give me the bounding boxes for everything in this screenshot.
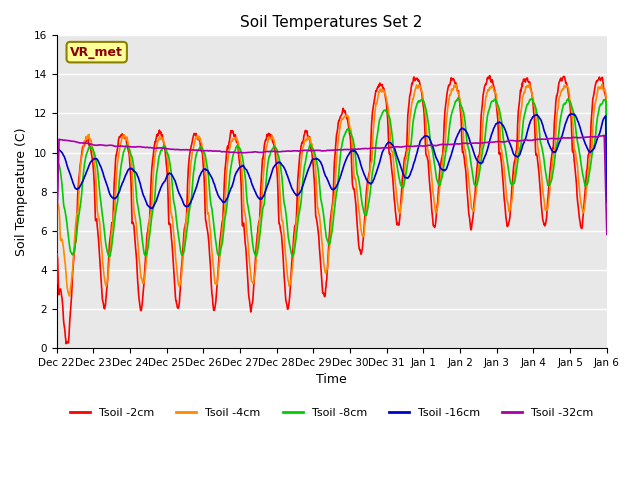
Title: Soil Temperatures Set 2: Soil Temperatures Set 2 [241, 15, 423, 30]
Y-axis label: Soil Temperature (C): Soil Temperature (C) [15, 127, 28, 256]
X-axis label: Time: Time [316, 373, 347, 386]
Text: VR_met: VR_met [70, 46, 123, 59]
Legend: Tsoil -2cm, Tsoil -4cm, Tsoil -8cm, Tsoil -16cm, Tsoil -32cm: Tsoil -2cm, Tsoil -4cm, Tsoil -8cm, Tsoi… [65, 403, 598, 422]
